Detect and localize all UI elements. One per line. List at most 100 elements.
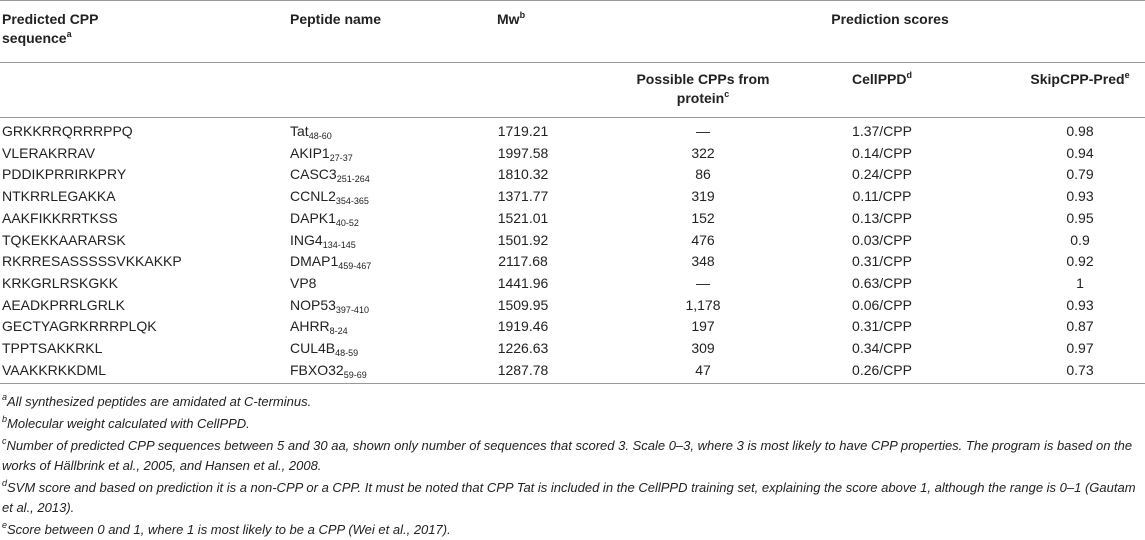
header-cell: Predicted CPP sequencea [2, 10, 122, 48]
peptide-range: 8-24 [329, 326, 348, 337]
table-cell: 86 [695, 166, 711, 183]
subheader-cell: SkipCPP-Prede [930, 70, 1145, 89]
peptide-name: ING4 [290, 231, 323, 248]
table-cell: 1810.32 [497, 166, 549, 183]
table-cell: 1509.95 [497, 296, 549, 313]
header-sup: a [66, 29, 72, 39]
table-cell: NOP53397-410 [290, 296, 369, 315]
peptide-name: Tat [290, 123, 309, 139]
table-cell: 309 [691, 340, 715, 356]
peptide-name: FBXO32 [290, 361, 344, 378]
table-cell: 47 [695, 361, 711, 378]
table-cell: 348 [691, 253, 715, 270]
footnote: cNumber of predicted CPP sequences betwe… [2, 436, 1142, 476]
table-cell: 476 [691, 231, 715, 248]
header-text: Prediction scores [831, 11, 949, 27]
table-cell: 322 [691, 144, 715, 161]
table-cell: 0.26/CPP [852, 361, 912, 378]
peptide-range: 251-264 [336, 174, 370, 185]
header-text: Mw [497, 11, 520, 27]
table-cell: 1521.01 [497, 209, 549, 226]
footnote: aAll synthesized peptides are amidated a… [2, 392, 1142, 412]
footnote: eScore between 0 and 1, where 1 is most … [2, 520, 1142, 540]
header-cell: Mwb [497, 10, 525, 29]
table-cell: 319 [691, 188, 715, 205]
table-cell: 1371.77 [497, 188, 549, 205]
footnote-mark: d [2, 478, 8, 488]
table-cell: ING4134-145 [290, 231, 356, 250]
rule [0, 117, 1145, 118]
table-cell: 0.13/CPP [852, 209, 912, 226]
table-cell: 1501.92 [497, 231, 549, 248]
table-cell: PDDIKPRRIRKPRY [2, 166, 127, 183]
peptide-name: CCNL2 [290, 188, 336, 205]
subheader-text: SkipCPP-Pred [1030, 71, 1125, 87]
table-cell: DMAP1459-467 [290, 252, 371, 271]
table-cell: — [696, 274, 710, 291]
table-cell: 1 [1076, 274, 1084, 291]
footnote-text: All synthesized peptides are amidated at… [7, 394, 312, 409]
subheader-cell: Possible CPPs from proteinc [628, 70, 778, 108]
peptide-name: NOP53 [290, 296, 336, 313]
header-cell: Prediction scores [740, 10, 1040, 29]
subheader-sup: d [906, 70, 912, 80]
footnote-text: Molecular weight calculated with CellPPD… [7, 416, 250, 431]
table-cell: 0.03/CPP [852, 231, 912, 248]
peptide-range: 459-467 [338, 261, 372, 272]
peptide-name: AKIP1 [290, 144, 330, 161]
footnote-text: Score between 0 and 1, where 1 is most l… [7, 522, 451, 537]
table-cell: AHRR8-24 [290, 317, 348, 336]
footnote-text: Number of predicted CPP sequences betwee… [2, 438, 1133, 473]
table-cell: 1441.96 [497, 274, 549, 291]
peptide-range: 40-52 [335, 217, 359, 228]
table-cell: CUL4B48-59 [290, 339, 358, 358]
subheader-text: Possible CPPs from protein [636, 71, 770, 106]
footnote-text: SVM score and based on prediction it is … [2, 480, 1136, 515]
table-cell: AEADKPRRLGRLK [2, 296, 125, 313]
table-cell: 1226.63 [497, 340, 549, 356]
table-cell: 1,178 [685, 296, 721, 313]
footnote: dSVM score and based on prediction it is… [2, 478, 1142, 518]
table-cell: Tat48-60 [290, 122, 332, 141]
table-cell: 0.98 [1066, 123, 1094, 139]
table-cell: 197 [691, 318, 715, 335]
table-cell: 1.37/CPP [852, 123, 912, 139]
table-cell: 1919.46 [497, 318, 549, 335]
table-cell: 0.94 [1066, 144, 1094, 161]
table-cell: GRKKRRQRRRPPQ [2, 123, 133, 139]
table-cell: VP8 [290, 274, 316, 293]
subheader-sup: e [1124, 70, 1130, 80]
table-cell: VAAKKRKKDML [2, 361, 106, 378]
peptide-range: 134-145 [322, 239, 356, 250]
table-cell: 0.93 [1066, 188, 1094, 205]
table-cell: FBXO3259-69 [290, 361, 367, 380]
header-sup: b [519, 10, 526, 20]
table-cell: 0.92 [1066, 253, 1094, 270]
table-cell: TPPTSAKKRKL [2, 340, 103, 356]
table-cell: NTKRRLEGAKKA [2, 188, 116, 205]
table-cell: 1997.58 [497, 144, 549, 161]
peptide-name: DAPK1 [290, 209, 336, 226]
table-cell: GECTYAGRKRRRPLQK [2, 318, 157, 335]
table-cell: 2117.68 [498, 253, 548, 270]
footnote-mark: e [2, 520, 8, 530]
table-cell: 0.11/CPP [852, 188, 912, 205]
table-cell: 0.87 [1066, 318, 1094, 335]
table-cell: CASC3251-264 [290, 165, 370, 184]
table-cell: 0.31/CPP [852, 253, 912, 270]
footnote-mark: b [2, 414, 8, 424]
peptide-name: DMAP1 [290, 253, 339, 270]
table-cell: 0.34/CPP [852, 340, 912, 356]
subheader-text: CellPPD [852, 71, 907, 87]
table-cell: 0.93 [1066, 296, 1094, 313]
table-cell: 0.73 [1066, 361, 1094, 378]
table-cell: CCNL2354-365 [290, 187, 369, 206]
table-cell: 0.14/CPP [852, 144, 912, 161]
table-cell: 0.79 [1066, 166, 1094, 183]
table-cell: 0.63/CPP [852, 274, 912, 291]
peptide-range: 48-59 [335, 348, 359, 358]
table-cell: 0.95 [1066, 209, 1094, 226]
peptide-name: CUL4B [290, 340, 336, 356]
peptide-name: CASC3 [290, 166, 337, 183]
